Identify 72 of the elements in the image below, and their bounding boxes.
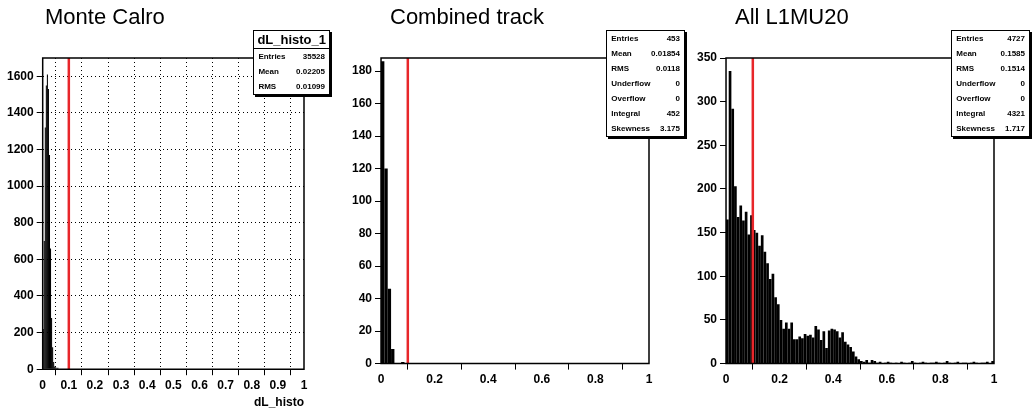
text: Integral 452	[611, 109, 680, 118]
text: Skewness 1.717	[956, 124, 1025, 133]
text: Integral 4321	[956, 109, 1025, 118]
text: RMS 0.1514	[956, 64, 1025, 73]
y-tick-label: 1400	[6, 105, 35, 120]
y-tick-label: 100	[696, 268, 718, 283]
text: Overflow 0	[956, 94, 1025, 103]
text: Entries 453	[611, 34, 680, 43]
x-tick-label: 0.2	[771, 372, 789, 387]
x-tick-label: 0.8	[587, 372, 605, 387]
y-tick-label: 1200	[6, 141, 35, 156]
y-tick-label: 140	[351, 128, 373, 143]
x-tick-label: 0.6	[191, 377, 209, 392]
x-tick-label: 0.5	[165, 377, 183, 392]
y-tick-label: 20	[358, 323, 373, 338]
y-tick-label: 0	[27, 361, 35, 376]
y-tick-label: 800	[13, 215, 35, 230]
chart-title: All L1MU20	[735, 4, 849, 30]
y-tick-label: 80	[358, 225, 373, 240]
y-tick-label: 400	[13, 288, 35, 303]
x-tick-label: 0.2	[426, 372, 444, 387]
x-tick-label: 1	[300, 377, 308, 392]
y-tick-label: 250	[696, 137, 718, 152]
y-tick-label: 0	[365, 355, 373, 370]
y-tick-label: 600	[13, 251, 35, 266]
x-tick-label: 0.4	[138, 377, 156, 392]
x-axis-title: dL_histo	[254, 395, 304, 410]
y-tick-label: 350	[696, 50, 718, 65]
x-tick-label: 0.6	[533, 372, 551, 387]
y-tick-label: 1600	[6, 68, 35, 83]
y-tick-label: 1000	[6, 178, 35, 193]
y-tick-label: 160	[351, 95, 373, 110]
text: RMS 0.01099	[258, 82, 325, 91]
text: dL_histo_1	[254, 31, 329, 49]
x-tick-label: 0.1	[60, 377, 78, 392]
x-tick-label: 0.8	[932, 372, 950, 387]
y-tick-label: 200	[13, 324, 35, 339]
x-tick-label: 0	[39, 377, 47, 392]
y-tick-label: 300	[696, 93, 718, 108]
text: Underflow 0	[956, 79, 1025, 88]
x-tick-label: 0.8	[243, 377, 261, 392]
x-tick-label: 1	[990, 372, 998, 387]
x-tick-label: 0	[377, 372, 385, 387]
y-tick-label: 120	[351, 160, 373, 175]
x-tick-label: 0	[722, 372, 730, 387]
chart-title: Combined track	[390, 4, 545, 30]
y-tick-label: 180	[351, 63, 373, 78]
x-tick-label: 0.9	[269, 377, 287, 392]
y-tick-label: 200	[696, 181, 718, 196]
x-tick-label: 0.7	[217, 377, 235, 392]
text: Mean 0.02205	[258, 67, 325, 76]
text: Overflow 0	[611, 94, 680, 103]
x-tick-label: 0.2	[86, 377, 104, 392]
y-tick-label: 60	[358, 258, 373, 273]
text: Skewness 3.175	[611, 124, 680, 133]
x-tick-label: 0.4	[824, 372, 842, 387]
text: Entries 35528	[258, 52, 325, 61]
y-tick-label: 40	[358, 290, 373, 305]
text: Underflow 0	[611, 79, 680, 88]
y-tick-label: 100	[351, 193, 373, 208]
x-tick-label: 0.3	[112, 377, 130, 392]
text: Entries 4727	[956, 34, 1025, 43]
y-tick-label: 50	[703, 312, 718, 327]
text: Mean 0.1585	[956, 49, 1025, 58]
chart-title: Monte Calro	[45, 4, 165, 30]
x-tick-label: 1	[645, 372, 653, 387]
x-tick-label: 0.6	[878, 372, 896, 387]
x-tick-label: 0.4	[479, 372, 497, 387]
text: Mean 0.01854	[611, 49, 680, 58]
text: RMS 0.0118	[611, 64, 680, 73]
y-tick-label: 0	[710, 355, 718, 370]
y-tick-label: 150	[696, 224, 718, 239]
